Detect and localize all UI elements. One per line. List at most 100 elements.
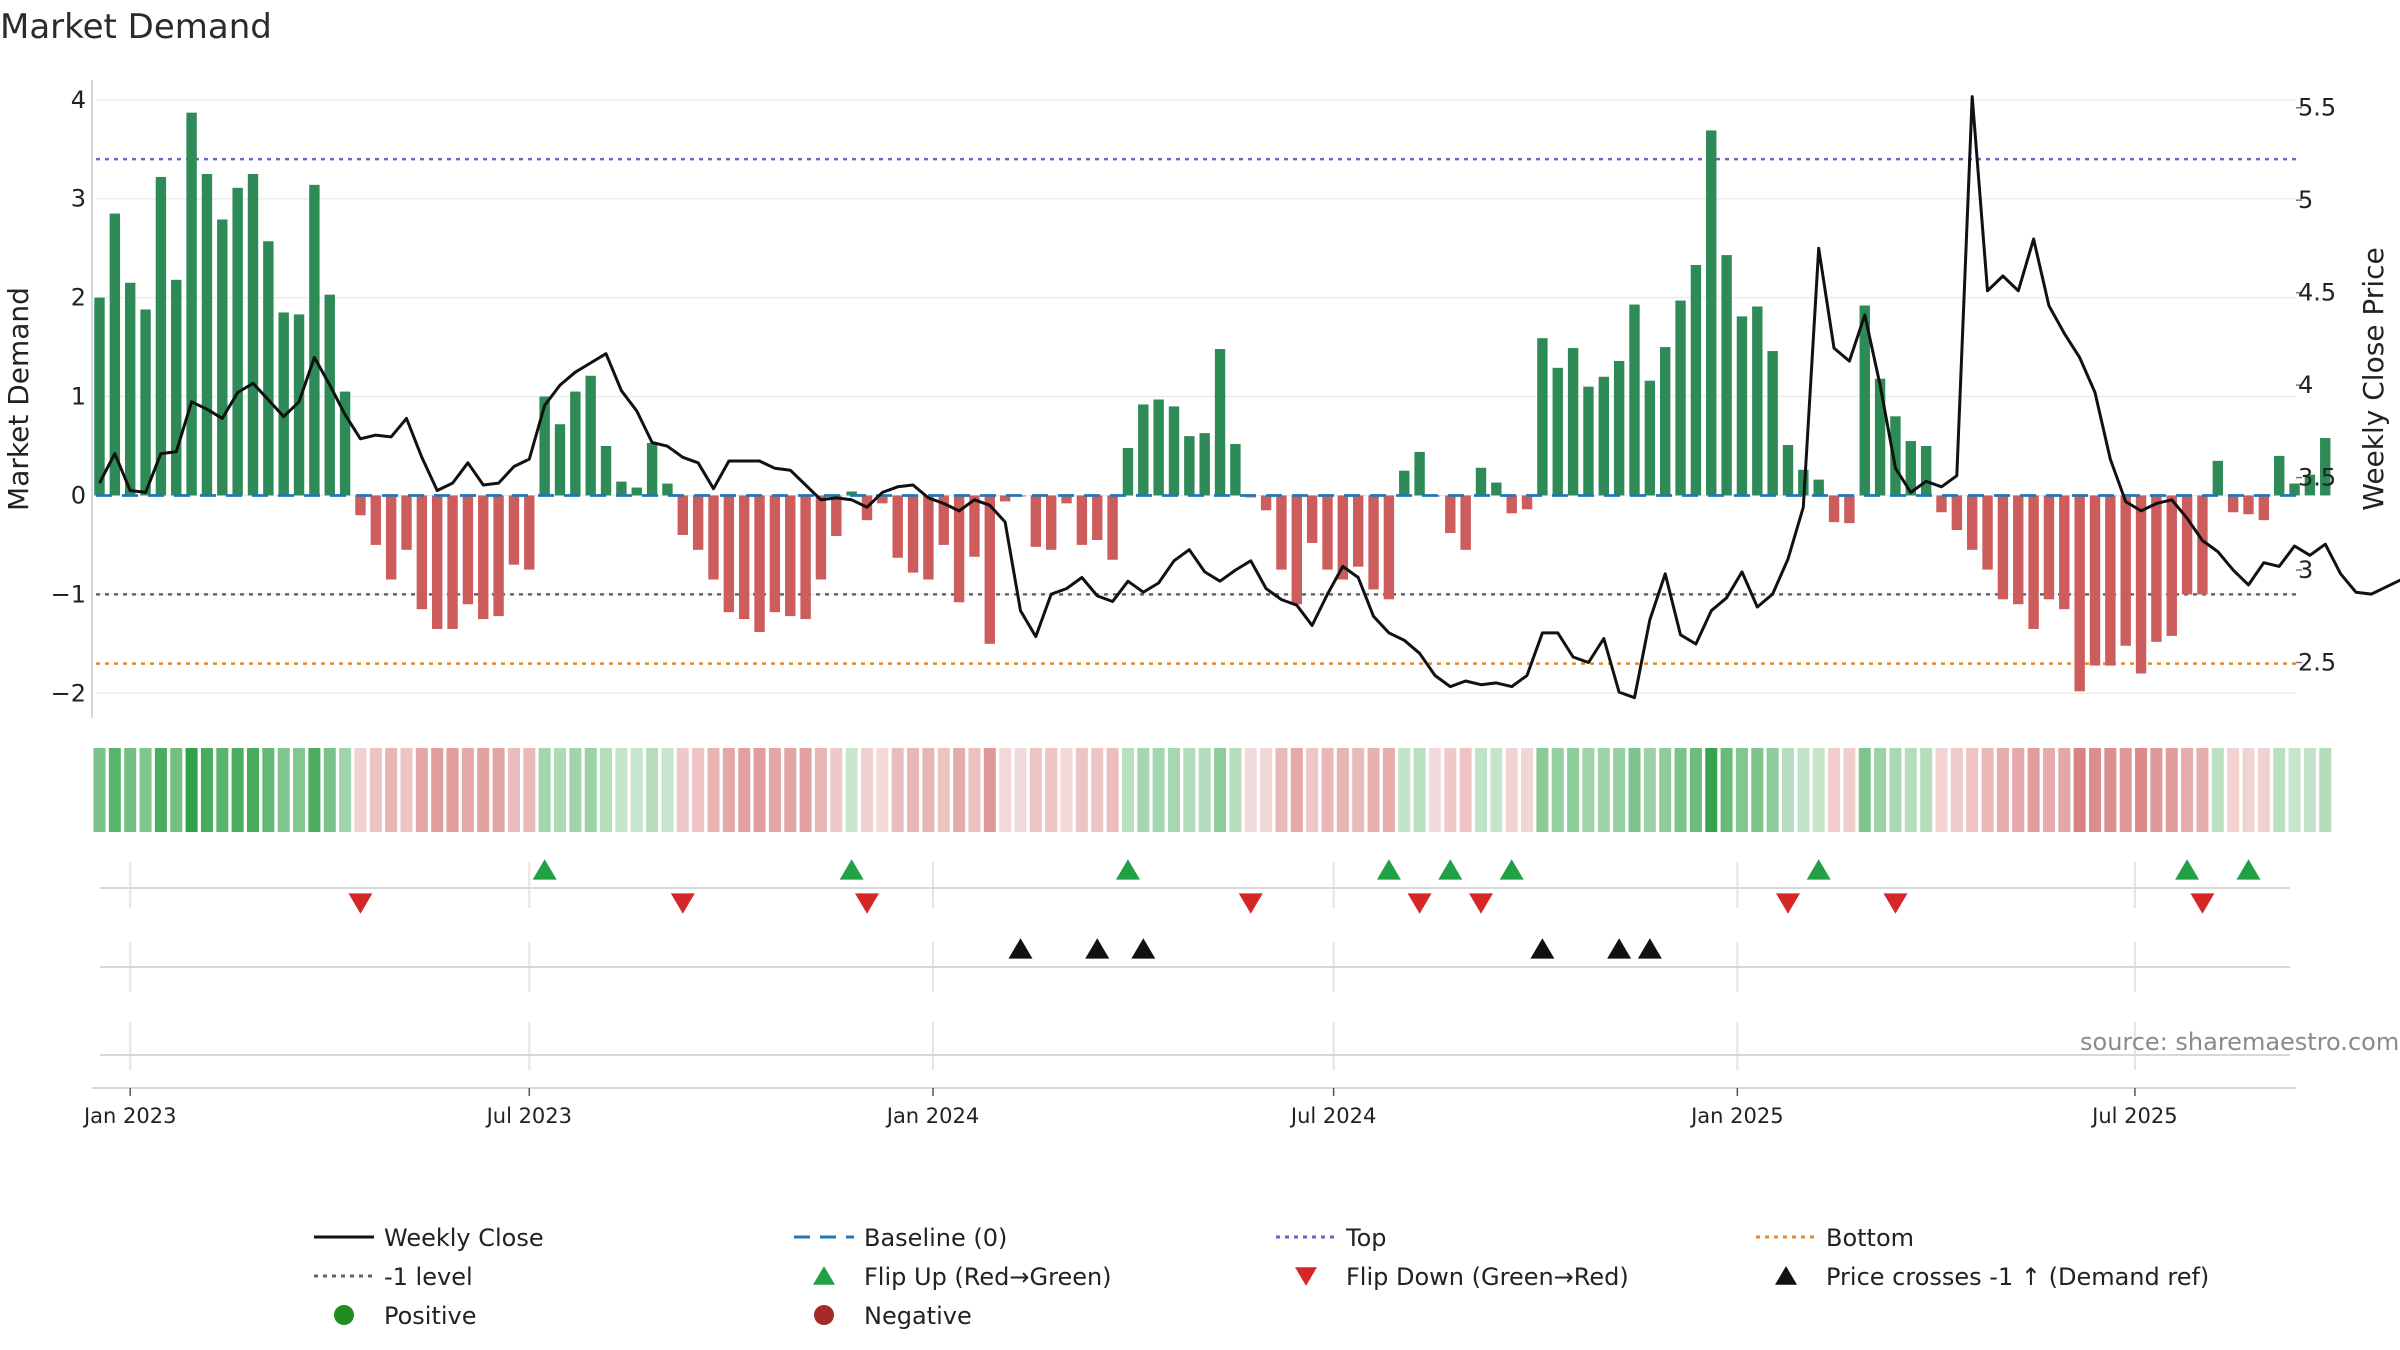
demand-bar xyxy=(1967,495,1978,550)
heat-cell xyxy=(200,748,213,832)
heat-cell xyxy=(646,748,659,832)
demand-bar xyxy=(201,173,213,496)
left-tick-label: 3 xyxy=(71,185,86,213)
legend-item: Weekly Close xyxy=(314,1224,544,1252)
heat-cell xyxy=(1904,748,1917,832)
heat-cell xyxy=(1582,748,1595,832)
x-tick-label: Jan 2023 xyxy=(82,1104,177,1128)
heat-cell xyxy=(1475,748,1487,832)
heat-cell xyxy=(154,748,167,832)
legend-swatch xyxy=(813,1266,835,1285)
heat-cell xyxy=(2242,748,2255,832)
heat-cell xyxy=(247,748,259,832)
demand-bar xyxy=(539,396,550,496)
demand-bar xyxy=(969,495,980,557)
demand-bar xyxy=(1521,495,1533,510)
heat-cell xyxy=(385,748,398,832)
heat-cell xyxy=(2027,748,2040,832)
heat-cell xyxy=(231,748,244,832)
demand-bar xyxy=(217,219,228,496)
heat-cell xyxy=(1183,748,1196,832)
heat-cell xyxy=(1459,748,1472,832)
demand-bar xyxy=(815,495,827,580)
heat-cell xyxy=(1643,748,1656,832)
demand-bar xyxy=(401,495,412,550)
demand-bar xyxy=(478,495,489,620)
heat-cell xyxy=(707,748,720,832)
flip-down-marker xyxy=(2190,893,2215,914)
demand-bar xyxy=(846,491,857,496)
demand-bar xyxy=(1383,495,1395,600)
demand-bar xyxy=(1629,304,1640,496)
demand-bar xyxy=(1506,495,1517,514)
heat-cell xyxy=(1490,748,1503,832)
legend-item: Negative xyxy=(814,1302,972,1330)
event-markers xyxy=(348,859,2261,959)
demand-bar xyxy=(1030,495,1042,547)
demand-bar xyxy=(508,495,520,565)
heat-cell xyxy=(584,748,597,832)
demand-bar xyxy=(2181,495,2193,595)
heat-cell xyxy=(1597,748,1610,832)
heat-cell xyxy=(1336,748,1349,832)
heat-cell xyxy=(1060,748,1073,832)
heat-cell xyxy=(1950,748,1963,832)
demand-bar xyxy=(385,495,397,580)
heat-cell xyxy=(354,748,367,832)
heat-cell xyxy=(2181,748,2194,832)
heat-cell xyxy=(753,748,766,832)
heat-cell xyxy=(2073,748,2086,832)
left-axis-title: Market Demand xyxy=(2,287,35,511)
legend-item: Top xyxy=(1276,1224,1387,1252)
flip-up-marker xyxy=(532,859,557,880)
heat-cell xyxy=(1091,748,1104,832)
demand-bar xyxy=(1936,495,1947,513)
demand-bar xyxy=(2320,438,2331,496)
flip-down-marker xyxy=(348,893,373,914)
demand-bar xyxy=(570,391,581,496)
demand-bar xyxy=(953,495,965,603)
heat-cell xyxy=(861,748,873,832)
heat-cell xyxy=(1168,748,1180,832)
demand-bar xyxy=(723,495,735,613)
demand-bar xyxy=(2166,495,2177,636)
flip-down-marker xyxy=(1883,893,1908,914)
heat-cell xyxy=(492,748,505,832)
demand-bar xyxy=(263,241,274,496)
demand-bar xyxy=(2304,474,2316,496)
left-tick-label: 4 xyxy=(71,86,86,114)
demand-bar xyxy=(1337,495,1349,580)
demand-bar xyxy=(1460,495,1471,550)
heat-cell xyxy=(1966,748,1979,832)
heat-cell xyxy=(615,748,628,832)
legend-item: Flip Up (Red→Green) xyxy=(813,1263,1112,1291)
heat-cell xyxy=(308,748,321,832)
right-tick-label: 4.5 xyxy=(2298,279,2336,307)
demand-bar xyxy=(293,314,305,496)
demand-bar xyxy=(1583,386,1594,496)
heat-cell xyxy=(170,748,183,832)
demand-bar xyxy=(140,309,151,496)
demand-bar xyxy=(769,495,781,613)
demand-bar xyxy=(1491,482,1502,496)
demand-bar xyxy=(109,213,121,496)
demand-bar xyxy=(1061,495,1072,504)
price-line xyxy=(98,95,2400,700)
heat-cell xyxy=(722,748,735,832)
legend-item: Bottom xyxy=(1756,1224,1914,1252)
heat-cell xyxy=(1536,748,1549,832)
heat-cell xyxy=(1367,748,1380,832)
heat-cell xyxy=(738,748,751,832)
flip-up-marker xyxy=(1115,859,1140,880)
demand-bar xyxy=(1276,495,1287,570)
heat-cell xyxy=(1689,748,1702,832)
price-cross-marker xyxy=(1085,938,1110,959)
demand-bar xyxy=(2074,495,2085,692)
heat-cell xyxy=(600,748,613,832)
demand-bar xyxy=(1291,495,1302,605)
heat-cell xyxy=(2273,748,2286,832)
price-cross-marker xyxy=(1607,938,1632,959)
heat-cell xyxy=(523,748,536,832)
heat-cell xyxy=(2058,748,2071,832)
